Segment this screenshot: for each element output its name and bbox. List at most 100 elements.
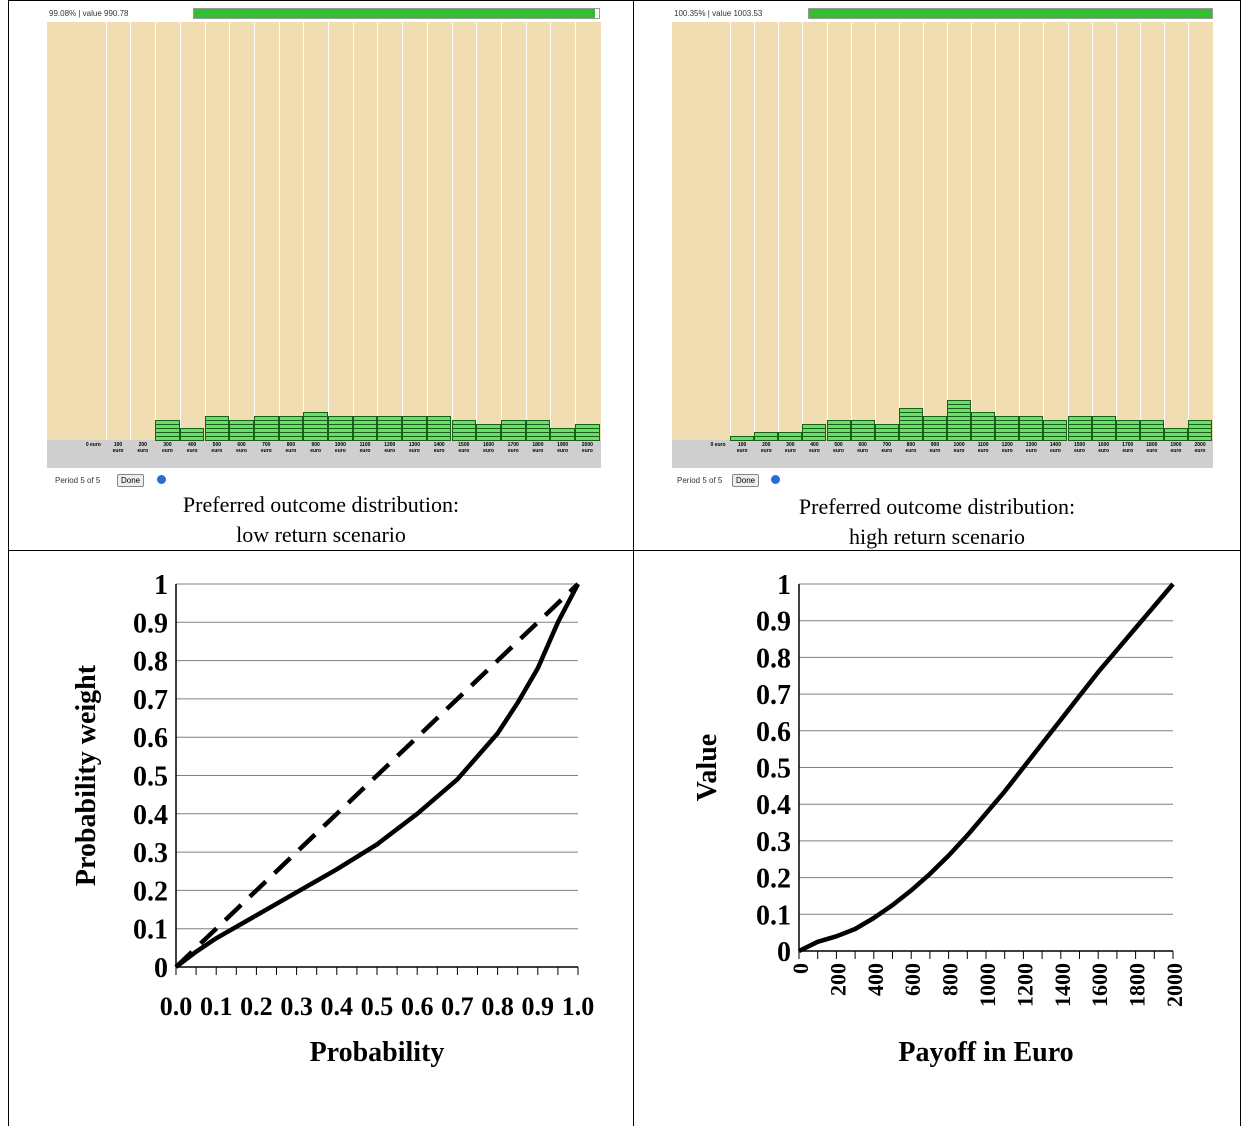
y-tick-label: 1 [154, 570, 168, 601]
distribution-builder-high: 100.35% | value 1003.53 Period 5 of 5 Do… [672, 3, 1213, 487]
bar-1900[interactable] [1163, 428, 1188, 441]
bar-1500[interactable] [1067, 416, 1092, 441]
y-tick-label: 0 [154, 953, 168, 984]
bar-200[interactable] [754, 432, 779, 441]
bar-2000[interactable] [1188, 420, 1213, 441]
tick-label-1900: 1900 euro [1170, 442, 1182, 454]
bar-1800[interactable] [525, 420, 551, 441]
tick-label-500: 500 euro [211, 442, 223, 454]
bar-1500[interactable] [451, 420, 477, 441]
bar-300[interactable] [778, 432, 803, 441]
column-divider [426, 22, 428, 441]
bar-300[interactable] [155, 420, 180, 441]
bar-400[interactable] [179, 428, 205, 441]
bar-800[interactable] [898, 408, 923, 441]
bar-1900[interactable] [550, 428, 575, 441]
tick-label-100: 100 euro [112, 442, 124, 454]
x-tick-label: 800 [938, 963, 963, 996]
tick-label-1000: 1000 euro [334, 442, 346, 454]
tick-label-1700: 1700 euro [1122, 442, 1134, 454]
y-tick-label: 0 [777, 937, 791, 968]
caption-high-line1: Preferred outcome distribution: [798, 494, 1076, 519]
y-tick-label: 0.3 [756, 827, 791, 858]
bar-1600[interactable] [476, 424, 501, 441]
bar-1200[interactable] [377, 416, 403, 441]
bar-700[interactable] [874, 424, 899, 441]
tick-label-500: 500 euro [833, 442, 844, 454]
column-divider [155, 22, 157, 441]
x-tick-label: 0.2 [240, 992, 273, 1021]
column-divider [1115, 22, 1117, 441]
bar-1300[interactable] [1019, 416, 1044, 441]
help-icon[interactable] [157, 475, 166, 484]
bar-600[interactable] [850, 420, 875, 441]
tick-label-1500: 1500 euro [1073, 442, 1086, 454]
column-divider [802, 22, 804, 441]
x-axis-title: Probability [310, 1037, 445, 1068]
x-tick-label: 0.3 [280, 992, 313, 1021]
cell-value-function: 0 0.1 0.2 0.3 0.4 0.5 0.6 0.7 0.8 0.9 1 0 200 400 600 8… [634, 551, 1240, 1126]
bar-900[interactable] [922, 416, 947, 441]
period-indicator: Period 5 of 5 [55, 476, 101, 485]
column-divider [1091, 22, 1093, 441]
bar-500[interactable] [204, 416, 230, 441]
bar-1200[interactable] [995, 416, 1020, 441]
tick-label-900: 900 euro [310, 442, 322, 454]
tick-label-1400: 1400 euro [1049, 442, 1061, 454]
column-divider [754, 22, 756, 441]
tick-label-2000: 2000 euro [581, 442, 593, 454]
caption-high-line2: high return scenario [849, 524, 1025, 549]
bar-1700[interactable] [500, 420, 526, 441]
column-divider [995, 22, 997, 441]
bar-800[interactable] [278, 416, 304, 441]
column-divider [525, 22, 527, 441]
bar-1300[interactable] [402, 416, 427, 441]
column-divider [105, 22, 107, 441]
bar-1400[interactable] [426, 416, 452, 441]
y-tick-label: 0.6 [133, 723, 168, 754]
bar-400[interactable] [802, 424, 827, 441]
y-tick-label: 0.1 [133, 915, 168, 946]
bar-700[interactable] [253, 416, 279, 441]
column-divider [971, 22, 973, 441]
column-divider [204, 22, 206, 441]
column-divider [328, 22, 329, 441]
distribution-builder-low: 99.08% | value 990.78 Period 5 of 5 Done… [47, 3, 601, 487]
column-divider [575, 22, 576, 441]
y-tick-label: 0.8 [133, 647, 168, 678]
tick-label-600: 600 euro [236, 442, 247, 454]
bar-1100[interactable] [971, 412, 996, 441]
y-tick-label: 0.6 [756, 717, 791, 748]
x-tick-label: 1.0 [562, 992, 595, 1021]
column-divider [850, 22, 852, 441]
outcome-board[interactable] [47, 22, 601, 441]
x-tick-label: 0.7 [441, 992, 474, 1021]
column-divider [1043, 22, 1045, 441]
help-icon[interactable] [771, 475, 780, 484]
bar-900[interactable] [303, 412, 328, 441]
bar-1600[interactable] [1091, 416, 1116, 441]
bar-1400[interactable] [1043, 420, 1068, 441]
column-divider [1139, 22, 1141, 441]
bar-500[interactable] [826, 420, 851, 441]
bar-600[interactable] [229, 420, 254, 441]
bar-1800[interactable] [1139, 420, 1164, 441]
done-button[interactable]: Done [732, 474, 760, 487]
bar-1000[interactable] [328, 416, 353, 441]
tick-label-0: 0 euro [710, 442, 726, 448]
bar-1100[interactable] [352, 416, 378, 441]
tick-label-900: 900 euro [929, 442, 941, 454]
done-button[interactable]: Done [117, 474, 145, 487]
column-divider [179, 22, 181, 441]
bar-2000[interactable] [575, 424, 600, 441]
bar-100[interactable] [730, 436, 755, 441]
column-divider [303, 22, 305, 441]
column-divider [898, 22, 900, 441]
table-border-left [8, 0, 9, 1126]
outcome-board[interactable] [672, 22, 1213, 441]
series-line-solid [798, 582, 1175, 954]
bar-1000[interactable] [947, 400, 972, 441]
bar-1700[interactable] [1115, 420, 1140, 441]
y-tick-label: 0.5 [756, 754, 791, 785]
y-tick-label: 0.2 [133, 876, 168, 907]
